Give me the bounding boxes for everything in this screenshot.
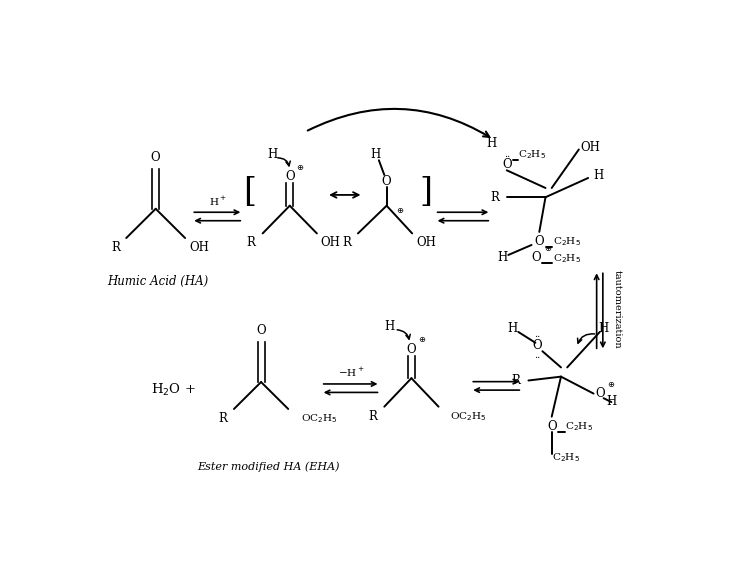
Text: Ester modified HA (EHA): Ester modified HA (EHA) bbox=[197, 462, 339, 472]
Text: H: H bbox=[486, 137, 497, 150]
Text: OH: OH bbox=[320, 236, 340, 249]
Text: $\oplus$: $\oplus$ bbox=[396, 206, 404, 215]
Text: $-$H$^+$: $-$H$^+$ bbox=[338, 366, 364, 379]
Text: R: R bbox=[368, 410, 377, 423]
Text: C$_2$H$_5$: C$_2$H$_5$ bbox=[553, 252, 581, 265]
Text: R: R bbox=[111, 241, 120, 254]
Text: R: R bbox=[511, 374, 520, 387]
Text: Humic Acid (HA): Humic Acid (HA) bbox=[108, 276, 209, 288]
Text: OH: OH bbox=[580, 141, 600, 154]
Text: H: H bbox=[507, 323, 517, 335]
Text: O: O bbox=[407, 343, 416, 356]
Text: C$_2$H$_5$: C$_2$H$_5$ bbox=[553, 236, 581, 248]
Text: H: H bbox=[497, 251, 508, 264]
Text: $\oplus$: $\oplus$ bbox=[607, 380, 615, 389]
Text: O: O bbox=[502, 158, 511, 172]
Text: O: O bbox=[382, 174, 391, 188]
Text: H: H bbox=[598, 323, 609, 335]
Text: [: [ bbox=[243, 176, 256, 208]
Text: OH: OH bbox=[189, 241, 209, 254]
Text: R: R bbox=[247, 236, 256, 249]
Text: O: O bbox=[534, 236, 544, 248]
Text: H: H bbox=[607, 395, 616, 408]
Text: O: O bbox=[151, 150, 161, 164]
Text: H: H bbox=[268, 148, 278, 161]
Text: O: O bbox=[256, 324, 266, 337]
Text: H: H bbox=[385, 320, 395, 333]
Text: $\oplus$: $\oplus$ bbox=[418, 335, 427, 344]
Text: H: H bbox=[370, 148, 380, 161]
Text: OC$_2$H$_5$: OC$_2$H$_5$ bbox=[450, 410, 486, 423]
Text: OC$_2$H$_5$: OC$_2$H$_5$ bbox=[301, 412, 338, 426]
Text: O: O bbox=[285, 170, 295, 183]
Text: H: H bbox=[593, 169, 604, 182]
Text: R: R bbox=[218, 412, 227, 426]
Text: ..: .. bbox=[503, 150, 510, 160]
Text: C$_2$H$_5$: C$_2$H$_5$ bbox=[552, 451, 580, 464]
Text: ]: ] bbox=[419, 176, 433, 208]
Text: $\oplus$: $\oplus$ bbox=[296, 162, 304, 172]
Text: ..: .. bbox=[534, 330, 540, 339]
Text: $\oplus$: $\oplus$ bbox=[545, 244, 553, 253]
Text: tautomerization: tautomerization bbox=[613, 269, 622, 348]
Text: O: O bbox=[547, 420, 556, 433]
Text: C$_2$H$_5$: C$_2$H$_5$ bbox=[518, 148, 546, 161]
Text: C$_2$H$_5$: C$_2$H$_5$ bbox=[565, 420, 593, 433]
Text: R: R bbox=[343, 236, 352, 249]
Text: H$^+$: H$^+$ bbox=[209, 194, 227, 208]
Text: O: O bbox=[595, 387, 604, 400]
Text: OH: OH bbox=[416, 236, 436, 249]
Text: O: O bbox=[531, 251, 541, 264]
Text: ..: .. bbox=[534, 351, 540, 360]
Text: H$_2$O +: H$_2$O + bbox=[151, 382, 196, 398]
Text: R: R bbox=[491, 190, 500, 204]
Text: O: O bbox=[532, 339, 542, 352]
